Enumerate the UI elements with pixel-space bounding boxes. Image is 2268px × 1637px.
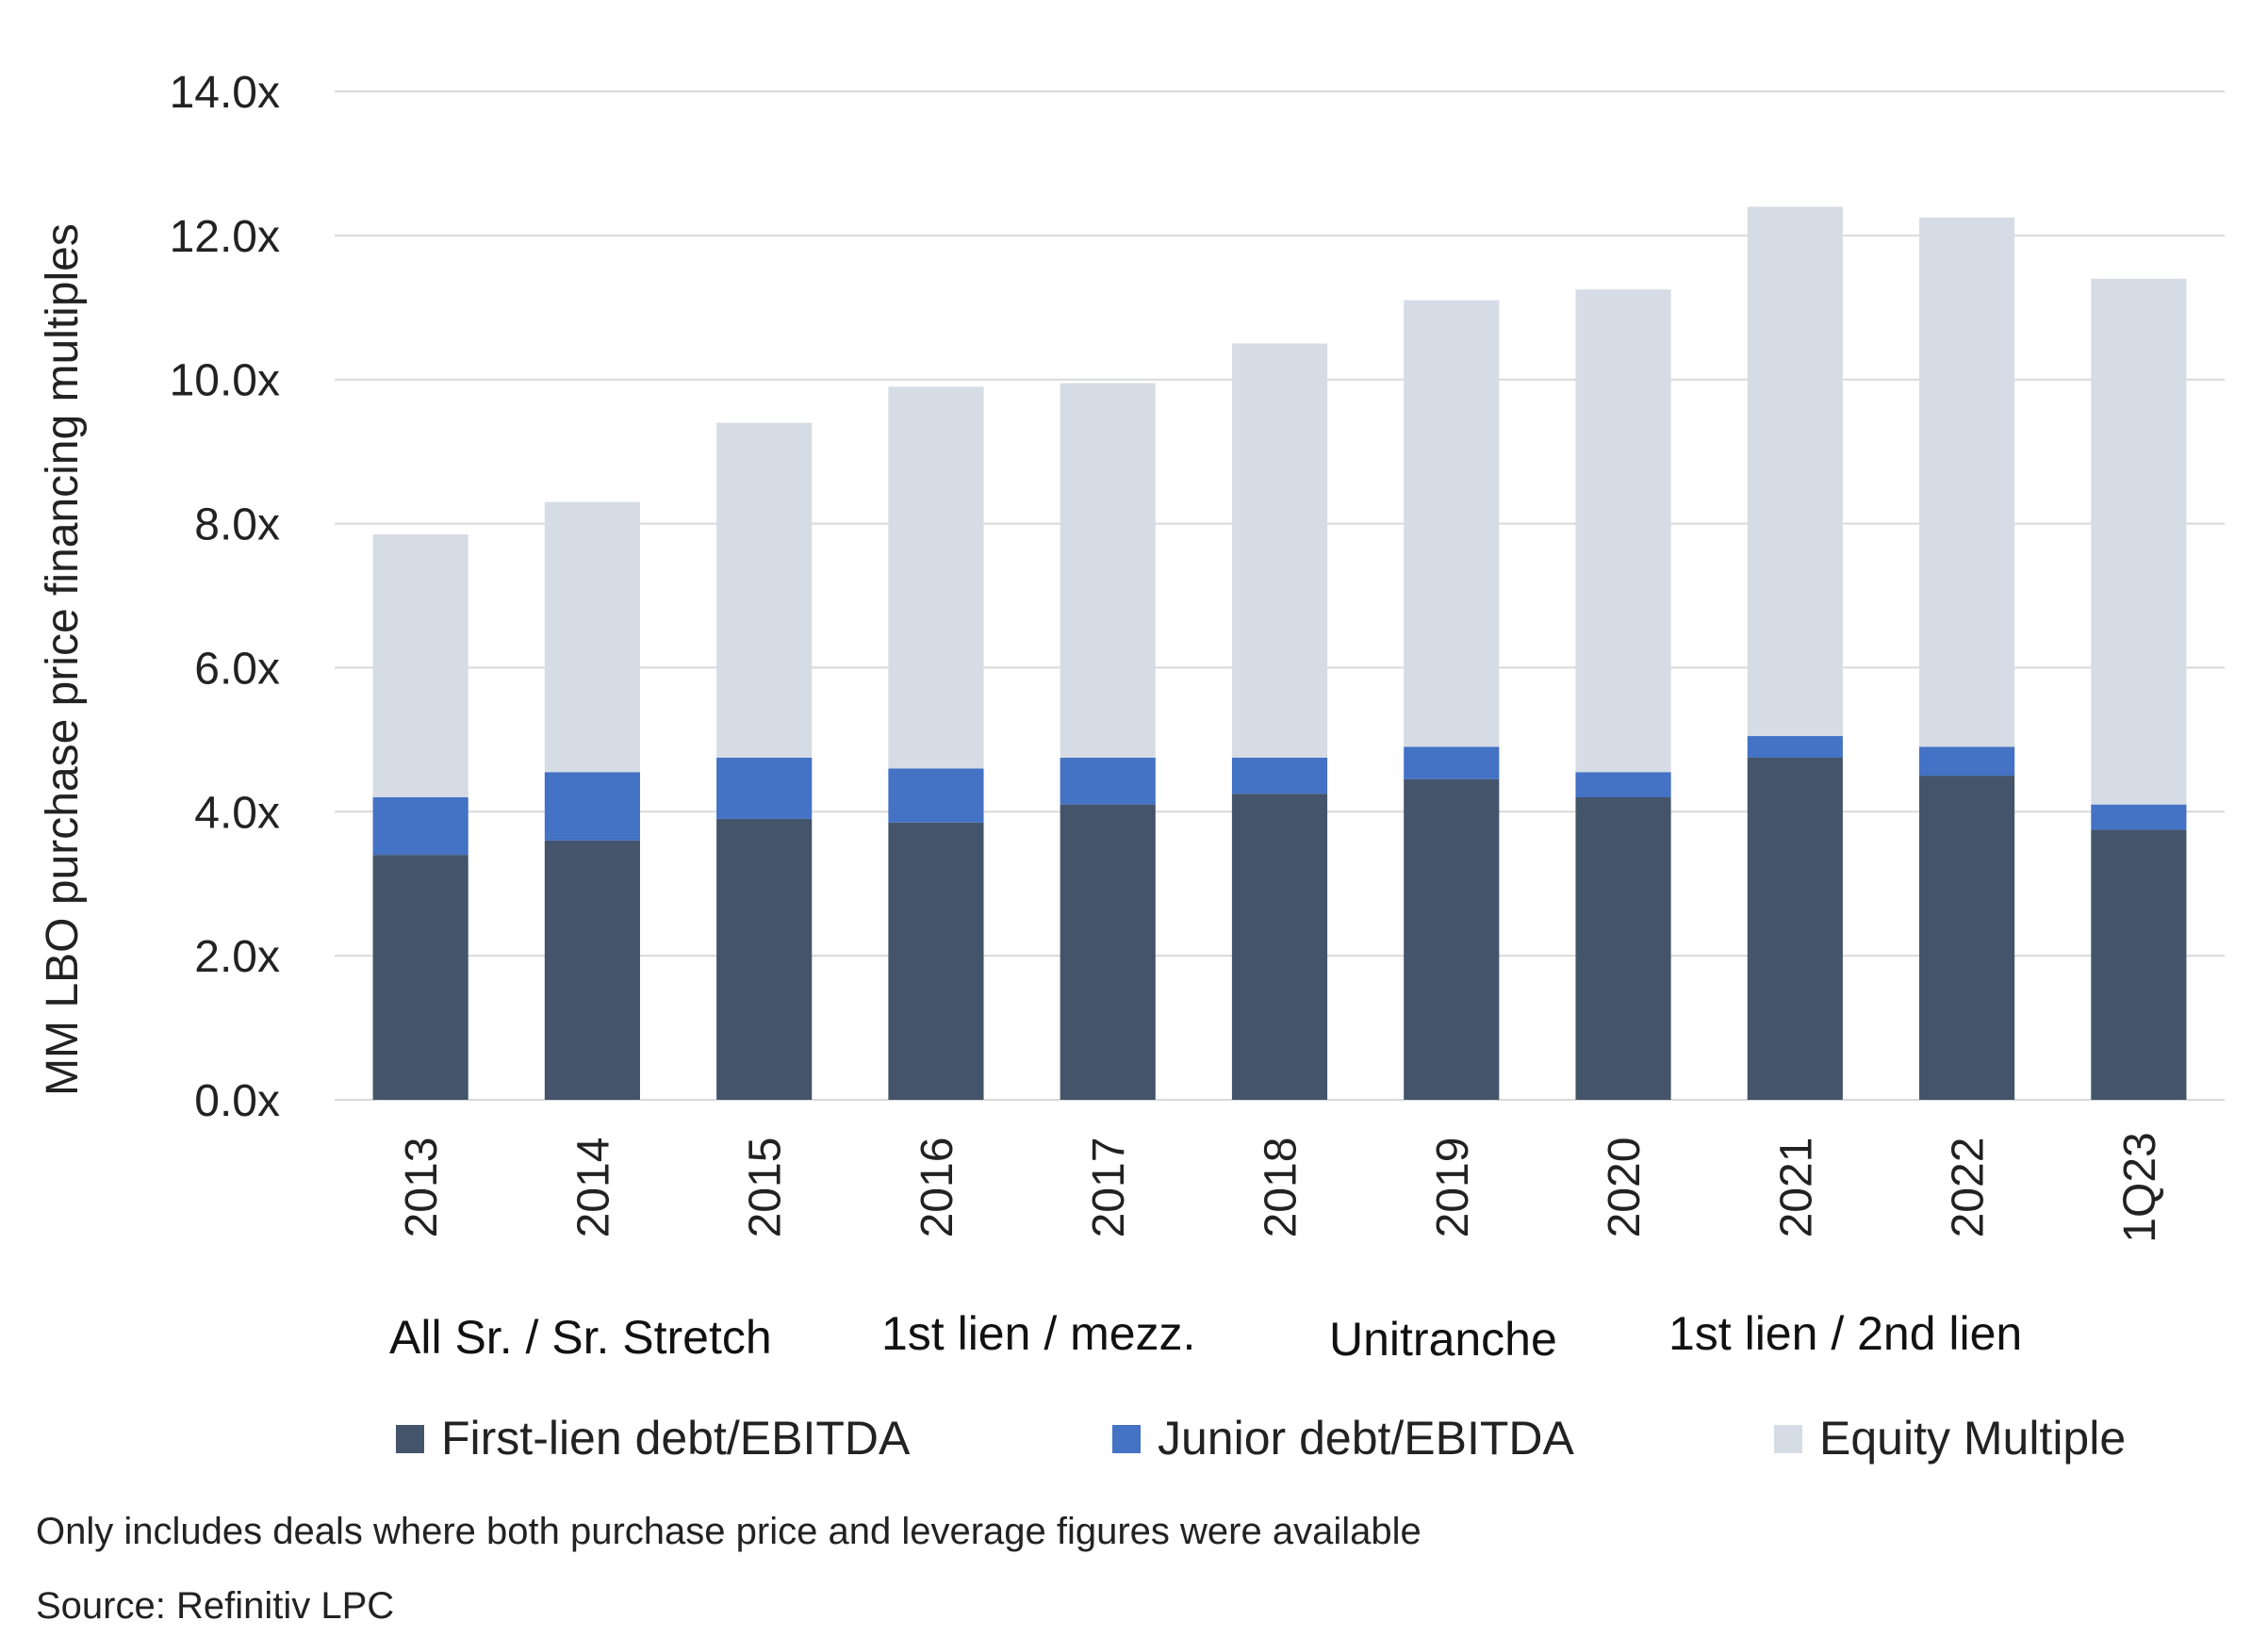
y-tick-label: 12.0x xyxy=(170,212,280,262)
x-category-label: 2021 xyxy=(1771,1138,1821,1238)
bar-segment xyxy=(2091,829,2187,1100)
bar-segment xyxy=(2091,804,2187,830)
bar-segment xyxy=(1747,206,1843,737)
bar-segment xyxy=(1060,757,1156,805)
bar-segment xyxy=(544,501,640,773)
x-category-label: 2019 xyxy=(1428,1138,1478,1238)
bar-segment xyxy=(1575,797,1671,1100)
x-category-label: 1Q23 xyxy=(2115,1132,2165,1242)
x-category-label: 2022 xyxy=(1944,1138,1994,1238)
legend-label: Junior debt/EBITDA xyxy=(1158,1412,1575,1465)
bar-segment xyxy=(1919,746,2015,777)
x-category-label: 2016 xyxy=(912,1138,962,1238)
bar-segment xyxy=(716,818,813,1100)
y-axis-label: MM LBO purchase price financing multiple… xyxy=(38,223,88,1096)
bar-segment xyxy=(1919,776,2015,1100)
group-label: Unitranche xyxy=(1329,1313,1557,1366)
x-category-label: 2018 xyxy=(1257,1138,1307,1238)
group-label: 1st lien / 2nd lien xyxy=(1668,1307,2022,1360)
bar-segment xyxy=(372,797,468,856)
bar-segment xyxy=(1575,289,1671,773)
footnote-availability: Only includes deals where both purchase … xyxy=(36,1511,1422,1552)
legend-swatch xyxy=(1112,1425,1141,1453)
x-category-label: 2014 xyxy=(568,1138,618,1238)
bar-segment xyxy=(1231,757,1328,794)
bar-segment xyxy=(1404,746,1500,779)
x-category-label: 2013 xyxy=(397,1138,447,1238)
legend-swatch xyxy=(1774,1425,1802,1453)
y-tick-label: 14.0x xyxy=(170,68,280,118)
bar-segment xyxy=(716,422,813,758)
legend-label: Equity Multiple xyxy=(1819,1412,2126,1465)
legend: First-lien debt/EBITDA Junior debt/EBITDA… xyxy=(396,1412,2126,1465)
bar-segment xyxy=(1404,778,1500,1100)
bar-segment xyxy=(372,855,468,1100)
bar-segment xyxy=(2091,278,2187,805)
bar-segment xyxy=(544,772,640,841)
y-tick-label: 4.0x xyxy=(194,788,280,838)
bar-segment xyxy=(1231,343,1328,758)
bar-segment xyxy=(888,386,984,769)
y-tick-label: 0.0x xyxy=(194,1076,280,1126)
x-category-label: 2020 xyxy=(1600,1138,1650,1238)
bar-segment xyxy=(372,534,468,797)
x-axis-categories: 2013 2014 2015 2016 2017 2018 2019 2020 2021 2022… xyxy=(397,1132,2165,1242)
bar-segment xyxy=(1575,772,1671,797)
bar-segment xyxy=(1231,794,1328,1100)
x-category-label: 2017 xyxy=(1084,1138,1134,1238)
y-axis-ticks: 0.0x 2.0x 4.0x 6.0x 8.0x 10.0x 12.0x 14.0x xyxy=(170,68,280,1126)
legend-label: First-lien debt/EBITDA xyxy=(441,1412,911,1465)
bar-segment xyxy=(1747,757,1843,1100)
bars xyxy=(372,206,2187,1100)
group-label: All Sr. / Sr. Stretch xyxy=(389,1311,772,1364)
bar-segment xyxy=(1404,300,1500,747)
group-labels: All Sr. / Sr. Stretch 1st lien / mezz. Uni… xyxy=(389,1307,2022,1366)
y-tick-label: 10.0x xyxy=(170,356,280,406)
bar-segment xyxy=(1060,804,1156,1100)
bar-segment xyxy=(1747,736,1843,758)
bar-segment xyxy=(716,757,813,819)
bar-segment xyxy=(888,822,984,1100)
group-label: 1st lien / mezz. xyxy=(881,1307,1195,1360)
y-tick-label: 6.0x xyxy=(194,644,280,694)
y-tick-label: 2.0x xyxy=(194,932,280,982)
bar-segment xyxy=(888,768,984,823)
bar-segment xyxy=(1919,217,2015,747)
y-tick-label: 8.0x xyxy=(194,500,280,550)
bar-segment xyxy=(1060,383,1156,758)
bar-segment xyxy=(544,840,640,1100)
footnote-source: Source: Refinitiv LPC xyxy=(36,1585,394,1627)
x-category-label: 2015 xyxy=(741,1138,791,1238)
legend-swatch xyxy=(396,1425,424,1453)
